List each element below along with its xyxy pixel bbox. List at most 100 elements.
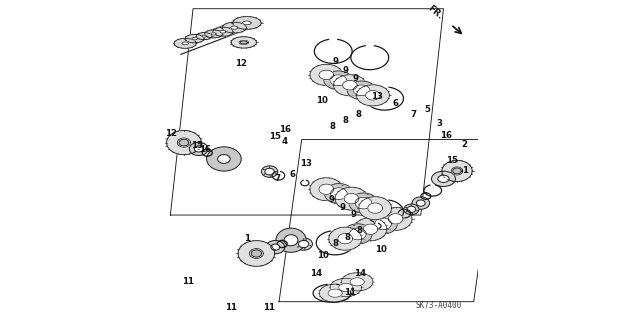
Ellipse shape: [218, 155, 230, 163]
Ellipse shape: [195, 146, 203, 152]
Polygon shape: [359, 197, 392, 219]
Text: 9: 9: [340, 203, 346, 212]
Ellipse shape: [417, 200, 425, 206]
Polygon shape: [166, 130, 201, 155]
Polygon shape: [231, 26, 238, 29]
Polygon shape: [185, 34, 204, 43]
Text: 11: 11: [225, 302, 237, 312]
Polygon shape: [356, 85, 389, 106]
Polygon shape: [353, 85, 370, 96]
Ellipse shape: [284, 235, 298, 246]
Polygon shape: [231, 37, 257, 48]
Polygon shape: [380, 207, 412, 230]
Text: 9: 9: [332, 57, 338, 66]
Polygon shape: [330, 188, 348, 199]
Polygon shape: [355, 197, 372, 209]
Ellipse shape: [431, 171, 456, 187]
Polygon shape: [354, 218, 387, 241]
Ellipse shape: [276, 228, 306, 252]
Text: 15: 15: [191, 141, 203, 150]
Polygon shape: [324, 71, 353, 90]
Polygon shape: [220, 30, 226, 33]
Text: 9: 9: [350, 210, 356, 219]
Polygon shape: [388, 214, 403, 224]
Polygon shape: [369, 214, 397, 234]
Text: 3: 3: [436, 119, 443, 128]
Polygon shape: [233, 17, 261, 29]
Polygon shape: [179, 139, 189, 146]
Ellipse shape: [265, 168, 275, 175]
Polygon shape: [349, 193, 378, 213]
Text: 10: 10: [376, 245, 387, 254]
Polygon shape: [349, 228, 366, 240]
Ellipse shape: [404, 204, 419, 215]
Polygon shape: [211, 33, 216, 35]
Text: 14: 14: [355, 269, 366, 278]
Polygon shape: [365, 91, 380, 100]
Text: 12: 12: [165, 129, 177, 138]
Polygon shape: [324, 183, 353, 204]
Ellipse shape: [189, 142, 208, 155]
Text: 8: 8: [342, 116, 348, 125]
Text: 11: 11: [263, 302, 275, 312]
Text: 8: 8: [330, 122, 335, 131]
Polygon shape: [192, 37, 198, 40]
Text: 6: 6: [392, 99, 399, 108]
Text: 5: 5: [424, 105, 430, 114]
Polygon shape: [182, 42, 189, 45]
Ellipse shape: [298, 241, 308, 248]
Text: FR.: FR.: [426, 4, 444, 21]
Polygon shape: [240, 41, 247, 44]
Polygon shape: [310, 178, 342, 201]
Polygon shape: [368, 203, 383, 213]
Polygon shape: [347, 81, 376, 100]
Text: 6: 6: [289, 170, 296, 179]
Ellipse shape: [263, 169, 264, 170]
Text: 15: 15: [445, 156, 458, 165]
Ellipse shape: [271, 244, 280, 250]
Text: 14: 14: [310, 269, 323, 278]
Polygon shape: [174, 38, 196, 48]
Polygon shape: [243, 21, 251, 25]
Polygon shape: [344, 194, 359, 204]
Polygon shape: [310, 64, 342, 85]
Polygon shape: [205, 30, 222, 38]
Text: 8: 8: [355, 110, 362, 119]
Ellipse shape: [412, 197, 429, 209]
Text: 9: 9: [329, 195, 335, 204]
Polygon shape: [239, 40, 248, 45]
Text: 8: 8: [356, 226, 362, 235]
Polygon shape: [335, 187, 368, 210]
Polygon shape: [213, 27, 233, 36]
Text: 7: 7: [275, 174, 281, 183]
Text: 15: 15: [269, 132, 281, 141]
Text: 2: 2: [461, 140, 467, 149]
Polygon shape: [350, 278, 364, 286]
Polygon shape: [238, 241, 275, 266]
Ellipse shape: [207, 147, 241, 171]
Ellipse shape: [266, 241, 285, 254]
Text: 9: 9: [353, 73, 359, 83]
Text: 16: 16: [199, 145, 211, 154]
Text: SK73-A0400: SK73-A0400: [415, 301, 461, 310]
Text: 1: 1: [462, 167, 468, 175]
Polygon shape: [342, 80, 357, 90]
Polygon shape: [319, 70, 333, 80]
Polygon shape: [451, 167, 463, 175]
Text: 9: 9: [343, 66, 349, 75]
Polygon shape: [344, 224, 372, 244]
Polygon shape: [319, 184, 333, 194]
Polygon shape: [330, 278, 362, 297]
Text: 13: 13: [300, 159, 312, 167]
Polygon shape: [333, 75, 366, 96]
Text: 16: 16: [278, 125, 291, 135]
Ellipse shape: [303, 239, 304, 240]
Polygon shape: [328, 289, 342, 297]
Polygon shape: [319, 284, 351, 302]
Text: 10: 10: [317, 251, 329, 261]
Polygon shape: [250, 249, 263, 258]
Polygon shape: [442, 160, 472, 182]
Text: 11: 11: [344, 288, 356, 297]
Text: 7: 7: [411, 110, 417, 119]
Polygon shape: [177, 138, 191, 147]
